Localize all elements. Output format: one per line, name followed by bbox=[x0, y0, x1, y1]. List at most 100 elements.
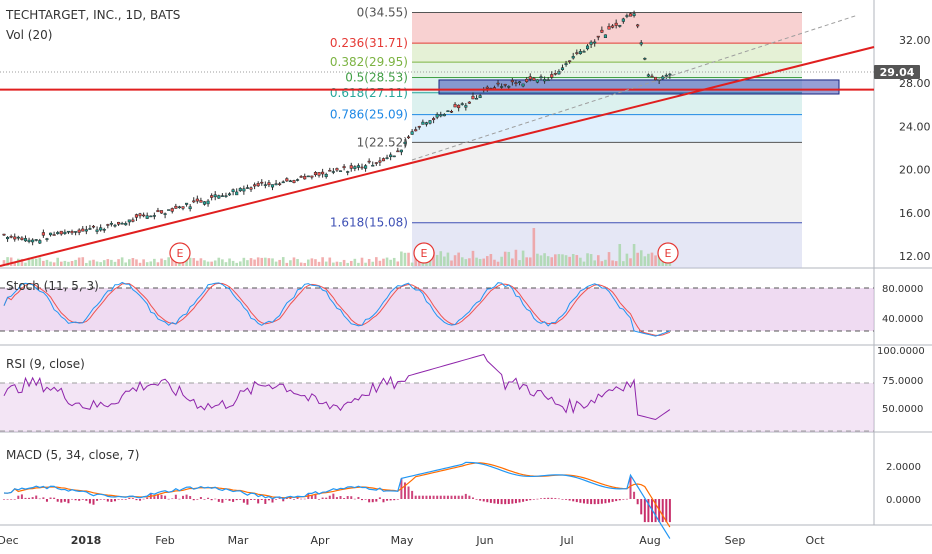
macd-histogram-bar bbox=[232, 499, 235, 502]
support-zone[interactable] bbox=[438, 79, 840, 95]
volume-bar bbox=[403, 252, 407, 266]
macd-histogram-bar bbox=[608, 499, 611, 503]
macd-histogram-bar bbox=[375, 499, 378, 502]
macd-histogram-bar bbox=[432, 495, 435, 499]
macd-histogram-bar bbox=[171, 498, 174, 500]
candle-body bbox=[632, 13, 636, 16]
candle-body bbox=[571, 56, 575, 59]
fib-label: 0(34.55) bbox=[357, 5, 408, 19]
macd-histogram-bar bbox=[160, 494, 163, 499]
candle-body bbox=[138, 213, 142, 217]
macd-histogram-bar bbox=[654, 499, 657, 523]
macd-histogram-bar bbox=[479, 499, 482, 501]
macd-histogram-bar bbox=[471, 497, 474, 499]
volume-bars bbox=[2, 228, 672, 266]
macd-histogram-bar bbox=[396, 499, 399, 500]
macd-histogram-bar bbox=[167, 498, 170, 500]
macd-histogram-bar bbox=[593, 499, 596, 505]
rsi-tick-75: 75.0000 bbox=[882, 376, 923, 387]
candle-body bbox=[589, 41, 593, 45]
candle-body bbox=[475, 97, 479, 100]
volume-bar bbox=[181, 262, 185, 266]
candle-body bbox=[310, 175, 314, 178]
volume-bar bbox=[321, 257, 324, 266]
macd-histogram-bar bbox=[418, 495, 421, 499]
macd-histogram-bar bbox=[285, 497, 288, 499]
candle-body bbox=[38, 240, 42, 244]
candle-body bbox=[20, 237, 24, 240]
macd-histogram-bar bbox=[239, 499, 242, 500]
fibonacci-lines bbox=[412, 11, 802, 224]
macd-histogram-bar bbox=[96, 499, 99, 501]
volume-bar bbox=[554, 254, 557, 266]
macd-histogram-bar bbox=[511, 499, 514, 504]
candle-body bbox=[102, 229, 106, 231]
macd-histogram-bar bbox=[500, 499, 503, 505]
candle-body bbox=[27, 239, 31, 242]
macd-histogram-bar bbox=[228, 499, 231, 501]
candle-body bbox=[99, 227, 103, 231]
dashed-projection-line[interactable] bbox=[411, 14, 859, 161]
volume-bar bbox=[138, 262, 142, 266]
macd-histogram-bar bbox=[67, 499, 70, 504]
rsi-band bbox=[0, 383, 874, 432]
earnings-marker[interactable] bbox=[657, 242, 679, 264]
candle-body bbox=[245, 187, 249, 189]
volume-bar bbox=[435, 254, 439, 266]
candle-body bbox=[48, 232, 53, 236]
macd-histogram-bar bbox=[378, 497, 381, 499]
volume-bar bbox=[489, 254, 493, 266]
volume-bar bbox=[353, 258, 357, 266]
time-tick: May bbox=[391, 534, 414, 547]
macd-histogram-bar bbox=[199, 496, 202, 499]
candle-body bbox=[661, 76, 665, 80]
fib-label: 0.618(27.11) bbox=[330, 86, 408, 100]
volume-bar bbox=[550, 257, 554, 266]
volume-bar bbox=[521, 250, 525, 266]
candle-body bbox=[174, 205, 178, 209]
macd-histogram-bar bbox=[310, 495, 313, 499]
volume-bar bbox=[647, 253, 650, 266]
stoch-k-line bbox=[3, 281, 671, 337]
candle-body bbox=[235, 191, 239, 196]
price-tick: 12.00 bbox=[899, 250, 931, 263]
rsi-tick-100: 100.0000 bbox=[877, 346, 925, 357]
volume-bar bbox=[156, 262, 160, 266]
candle-body bbox=[217, 195, 221, 199]
macd-histogram-bar bbox=[321, 497, 324, 499]
ascending-trendline[interactable] bbox=[0, 46, 875, 267]
candle-body bbox=[256, 183, 260, 187]
volume-bar bbox=[496, 261, 500, 266]
volume-bar bbox=[292, 257, 296, 266]
macd-histogram-bar bbox=[493, 499, 496, 504]
candle-body bbox=[88, 228, 92, 230]
candle-body bbox=[406, 136, 411, 139]
volume-bar bbox=[614, 261, 618, 266]
earnings-marker[interactable] bbox=[413, 242, 435, 264]
volume-bar bbox=[206, 261, 210, 266]
volume-bar bbox=[357, 262, 360, 266]
earnings-marker[interactable] bbox=[169, 242, 191, 264]
candle-body bbox=[478, 95, 482, 98]
candle-body bbox=[410, 131, 414, 135]
chart-title: TECHTARGET, INC., 1D, BATS bbox=[5, 8, 180, 22]
macd-histogram-bar bbox=[74, 499, 77, 501]
candle-body bbox=[127, 219, 131, 223]
fib-band bbox=[412, 62, 802, 78]
macd-histogram-bar bbox=[81, 499, 84, 500]
macd-histogram-bar bbox=[633, 491, 636, 499]
candle-body bbox=[185, 202, 189, 205]
macd-histogram-bar bbox=[661, 499, 664, 523]
volume-bar bbox=[392, 257, 396, 266]
candle-body bbox=[650, 75, 654, 78]
volume-bar bbox=[178, 262, 181, 266]
candle-body bbox=[106, 224, 110, 226]
volume-bar bbox=[579, 257, 582, 266]
volume-bar bbox=[217, 257, 221, 266]
fib-band bbox=[412, 12, 802, 44]
macd-histogram-bar bbox=[278, 498, 281, 499]
candle-body bbox=[288, 180, 292, 183]
